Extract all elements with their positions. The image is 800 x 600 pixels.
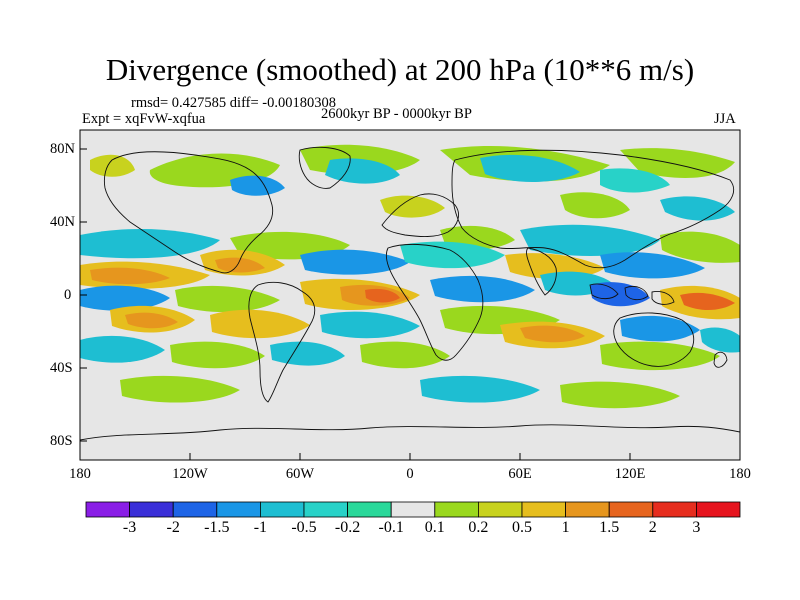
colorbar-label: -0.1 — [378, 519, 404, 536]
plot-title: Divergence (smoothed) at 200 hPa (10**6 … — [105, 52, 695, 87]
experiment-label: Expt = xqFvW-xqfua — [82, 111, 206, 127]
colorbar-label: 3 — [692, 519, 701, 536]
colorbar-box — [696, 501, 741, 518]
colorbar-box — [303, 501, 348, 518]
lon-label-60w: 60W — [285, 466, 315, 482]
colorbar-box — [85, 501, 130, 518]
divergence-field — [80, 130, 740, 460]
colorbar-box — [259, 501, 305, 518]
colorbar-box — [521, 501, 566, 518]
coastlines — [80, 146, 740, 441]
colorbar-label: -1 — [253, 519, 268, 536]
lon-label-120e: 120E — [614, 466, 646, 482]
colorbar-label: 0.2 — [468, 519, 489, 536]
lon-label-0: 0 — [406, 466, 414, 482]
field-shading — [80, 144, 740, 409]
season-label: JJA — [714, 111, 736, 127]
colorbar-box — [477, 501, 523, 518]
colorbar-box — [216, 501, 261, 518]
stats-label: rmsd= 0.427585 diff= -0.00180308 — [131, 95, 336, 111]
lon-ticks — [79, 453, 741, 460]
colorbar — [85, 501, 741, 518]
period-label: 2600kyr BP - 0000kyr BP — [321, 106, 472, 122]
colorbar-box — [434, 501, 479, 518]
colorbar-box — [347, 501, 392, 518]
lat-ticks — [80, 148, 87, 442]
lat-label-0: 0 — [64, 287, 72, 303]
colorbar-label: 2 — [648, 519, 657, 536]
colorbar-label: 1.5 — [599, 519, 620, 536]
lon-label-120w: 120W — [172, 466, 208, 482]
colorbar-box — [565, 501, 610, 518]
colorbar-label: -2 — [166, 519, 180, 536]
lon-label-180w: 180 — [69, 466, 91, 482]
lat-label-80s: 80S — [50, 433, 73, 449]
colorbar-label: -1.5 — [204, 519, 230, 536]
colorbar-box — [652, 501, 697, 518]
colorbar-box — [608, 501, 654, 518]
colorbar-label: -3 — [122, 519, 137, 536]
colorbar-box — [172, 501, 218, 518]
colorbar-label: -0.2 — [334, 519, 361, 536]
lat-label-80n: 80N — [50, 141, 75, 157]
colorbar-label: 0.5 — [512, 519, 532, 536]
colorbar-box — [129, 501, 174, 518]
colorbar-label: 0.1 — [424, 519, 445, 536]
lat-label-40s: 40S — [50, 360, 73, 376]
colorbar-label: 1 — [561, 519, 570, 536]
colorbar-label: -0.5 — [291, 519, 317, 536]
lon-label-180e: 180 — [729, 466, 751, 482]
lon-label-60e: 60E — [508, 466, 532, 482]
lat-label-40n: 40N — [50, 214, 75, 230]
colorbar-box — [390, 501, 436, 518]
